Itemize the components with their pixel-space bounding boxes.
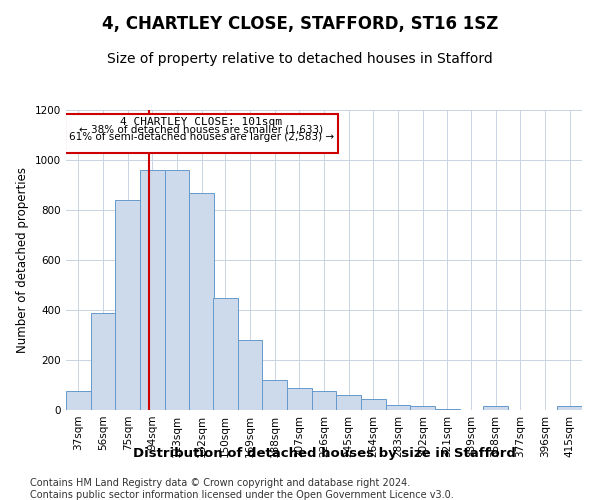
Text: Contains public sector information licensed under the Open Government Licence v3: Contains public sector information licen…: [30, 490, 454, 500]
Y-axis label: Number of detached properties: Number of detached properties: [16, 167, 29, 353]
Bar: [165, 170, 190, 410]
Text: Contains HM Land Registry data © Crown copyright and database right 2024.: Contains HM Land Registry data © Crown c…: [30, 478, 410, 488]
Bar: [386, 405, 410, 410]
Bar: [410, 406, 435, 410]
Bar: [557, 406, 582, 410]
Bar: [115, 200, 140, 410]
Bar: [190, 192, 214, 410]
Text: 4, CHARTLEY CLOSE, STAFFORD, ST16 1SZ: 4, CHARTLEY CLOSE, STAFFORD, ST16 1SZ: [102, 15, 498, 33]
Bar: [91, 312, 115, 410]
Text: 4 CHARTLEY CLOSE: 101sqm: 4 CHARTLEY CLOSE: 101sqm: [120, 116, 282, 126]
Bar: [140, 170, 165, 410]
Bar: [483, 406, 508, 410]
Bar: [337, 395, 361, 410]
Text: Size of property relative to detached houses in Stafford: Size of property relative to detached ho…: [107, 52, 493, 66]
Text: ← 38% of detached houses are smaller (1,633): ← 38% of detached houses are smaller (1,…: [79, 125, 323, 135]
Bar: [311, 391, 337, 410]
Bar: [66, 391, 91, 410]
Bar: [287, 388, 311, 410]
Bar: [435, 409, 460, 410]
Bar: [238, 340, 262, 410]
Bar: [213, 298, 238, 410]
Bar: [65, 114, 338, 152]
Text: 61% of semi-detached houses are larger (2,583) →: 61% of semi-detached houses are larger (…: [68, 132, 334, 142]
Text: Distribution of detached houses by size in Stafford: Distribution of detached houses by size …: [133, 448, 515, 460]
Bar: [262, 380, 287, 410]
Bar: [361, 399, 386, 410]
